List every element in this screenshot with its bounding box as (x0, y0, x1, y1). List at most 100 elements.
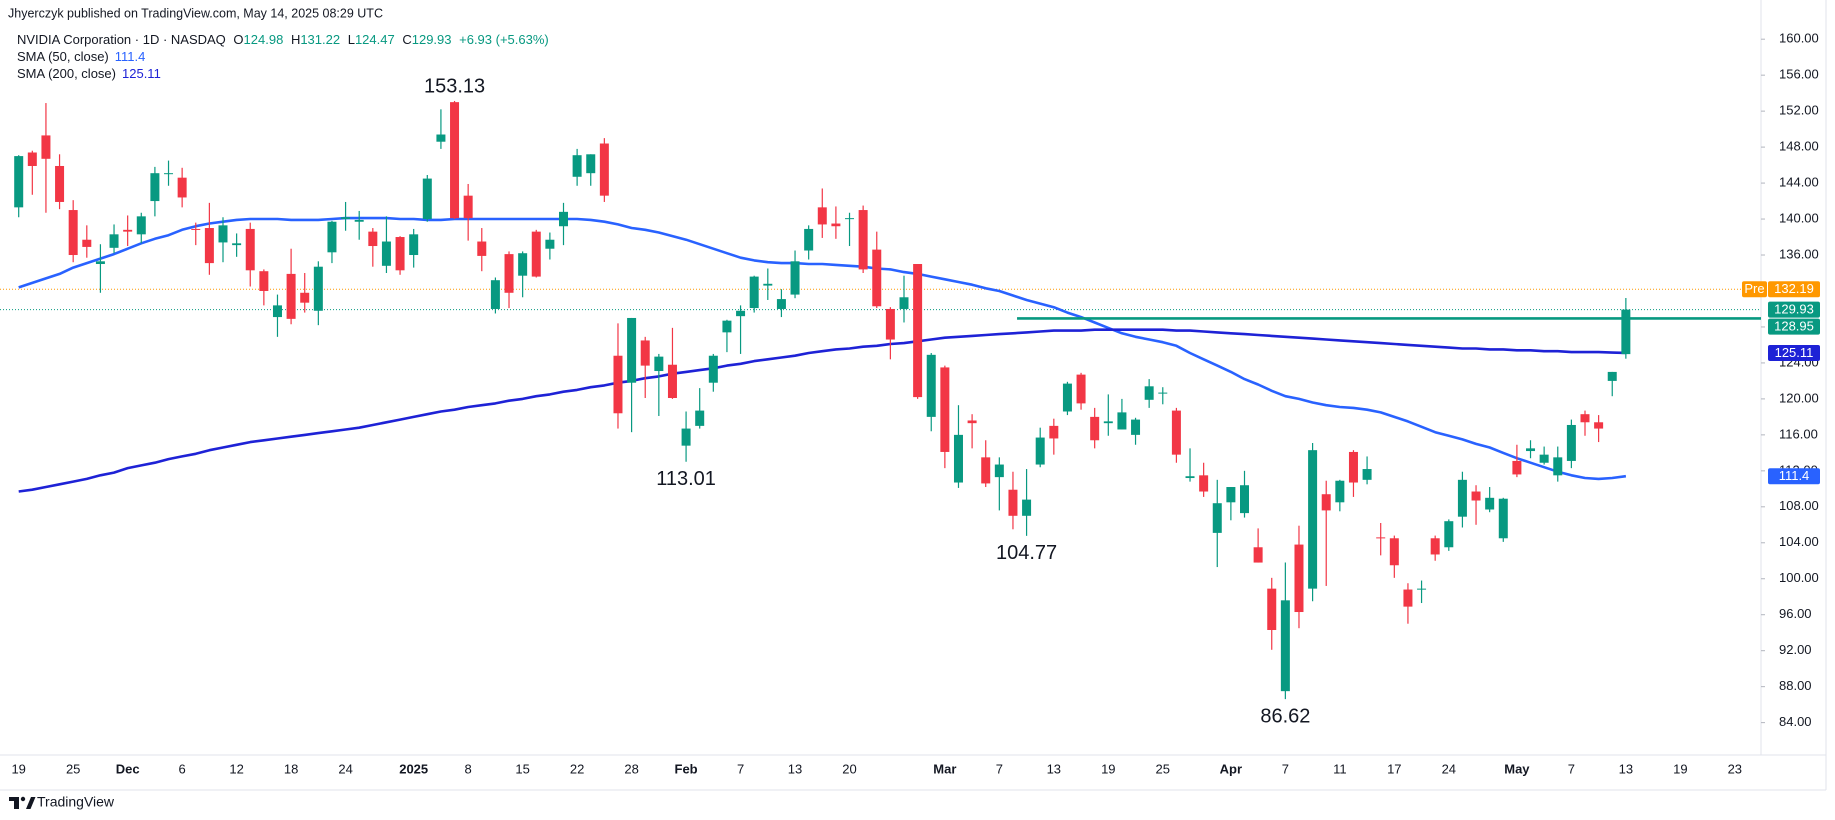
candle-body (1144, 386, 1154, 400)
ohlc-label: H (291, 32, 300, 47)
candle-body (1607, 371, 1617, 381)
candle-body (790, 261, 800, 295)
x-tick-label: 7 (1568, 761, 1575, 776)
candle-body (381, 241, 391, 266)
candle-body (899, 297, 909, 309)
candle-body (681, 428, 691, 446)
candle-body (164, 173, 174, 175)
y-tick-label: 100.00 (1779, 570, 1819, 585)
x-tick-label: 23 (1728, 761, 1742, 776)
candle-body (531, 231, 541, 277)
candle-body (368, 231, 378, 247)
candle-body (232, 243, 242, 246)
candle-body (1267, 588, 1277, 631)
y-tick-label: 156.00 (1779, 67, 1819, 82)
legend-name: SMA (50, close) (17, 49, 109, 64)
candle-body (1076, 374, 1086, 404)
x-tick-label: 19 (1673, 761, 1687, 776)
candle-body (1498, 498, 1508, 539)
plot-area: 84.00 88.00 92.00 96.00 100.00 104.00 108.00 11… (0, 31, 1819, 776)
candle-body (1553, 457, 1563, 476)
candle-body (1212, 503, 1222, 533)
candle-body (1171, 410, 1181, 455)
candle-body (1294, 544, 1304, 613)
logo-shape (26, 797, 36, 809)
change: +6.93 (+5.63%) (459, 32, 549, 47)
candle-body (395, 237, 405, 271)
candle-body (313, 266, 323, 311)
candle-body (1022, 499, 1032, 516)
y-tick-label: 116.00 (1779, 426, 1818, 441)
candle-body (1158, 392, 1168, 394)
price-annotation: 86.62 (1260, 705, 1310, 727)
candle-body (654, 356, 664, 372)
candle-body (109, 234, 119, 248)
y-tick-label: 140.00 (1779, 210, 1819, 225)
footer-logo: TradingView (9, 794, 115, 810)
candle-body (572, 155, 582, 177)
legend-value: 111.4 (115, 49, 146, 64)
price-tag (1768, 318, 1820, 335)
y-tick-label: 88.00 (1779, 678, 1812, 693)
candle-body (599, 143, 609, 196)
y-tick-label: 84.00 (1779, 714, 1812, 729)
candle-body (1362, 469, 1372, 480)
candle-body (981, 457, 991, 484)
candle-body (1226, 487, 1236, 503)
y-tick-label: 148.00 (1779, 139, 1819, 154)
x-tick-label: 6 (179, 761, 186, 776)
candle-body (1240, 485, 1249, 514)
x-tick-label: 8 (465, 761, 472, 776)
x-tick-label: 13 (1619, 761, 1633, 776)
candle-body (1485, 497, 1495, 510)
x-tick-label: Mar (933, 761, 956, 776)
ohlc-value: 124.47 (355, 32, 395, 47)
y-tick-label: 96.00 (1779, 606, 1812, 621)
candle-body (1512, 460, 1522, 475)
x-tick-label: 7 (996, 761, 1003, 776)
candle-body (994, 464, 1004, 478)
candle-body (1335, 480, 1345, 503)
candle-body (1471, 491, 1481, 501)
candle-body (245, 228, 255, 271)
candle-body (82, 239, 92, 247)
sma-line (18, 328, 1626, 493)
candle-body (191, 228, 201, 230)
y-tick-label: 92.00 (1779, 642, 1812, 657)
x-tick-label: 25 (1156, 761, 1170, 776)
candle-body (14, 156, 24, 208)
candle-body (1321, 494, 1331, 511)
candle-body (204, 228, 214, 264)
candle-body (953, 434, 963, 483)
candle-body (708, 355, 718, 383)
candle-body (286, 273, 296, 319)
candle-body (763, 283, 773, 286)
candle-body (1526, 448, 1536, 452)
candle-body (885, 308, 895, 340)
candle-body (41, 135, 51, 159)
x-tick-label: 12 (229, 761, 243, 776)
candle-body (845, 218, 855, 220)
price-annotation: 153.13 (424, 75, 485, 97)
candle-body (1062, 383, 1072, 412)
x-tick-label: 25 (66, 761, 80, 776)
price-tag (1768, 344, 1820, 361)
price-tag-label: 128.95 (1774, 319, 1814, 334)
price-tags: 132.19 Pre 129.93 128.95 125.11 111.4 (1742, 281, 1820, 485)
legend-value: 125.11 (122, 66, 161, 81)
candle-body (926, 354, 936, 417)
candle-body (1090, 416, 1100, 441)
candle-body (477, 241, 487, 256)
credit: Jhyerczyk published on TradingView.com, … (8, 6, 383, 20)
ohlc-label: O (233, 32, 243, 47)
candle-body (858, 210, 868, 270)
y-tick-label: 160.00 (1779, 31, 1819, 46)
candle-body (27, 152, 37, 166)
legend-name: SMA (200, close) (17, 66, 116, 81)
candle-body (1376, 537, 1386, 539)
x-tick-label: 19 (11, 761, 25, 776)
y-tick-label: 136.00 (1779, 246, 1819, 261)
